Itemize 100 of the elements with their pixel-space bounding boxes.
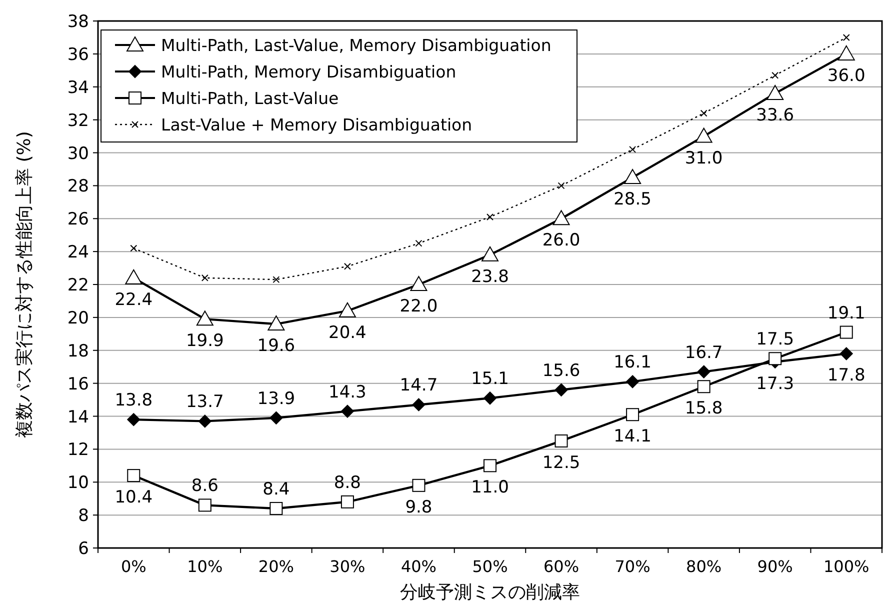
data-label: 36.0 — [827, 66, 866, 86]
data-label: 14.1 — [614, 426, 652, 447]
data-label: 16.1 — [614, 352, 652, 373]
y-tick-label: 20 — [67, 308, 89, 328]
point — [697, 380, 710, 394]
point — [554, 434, 568, 448]
point — [130, 244, 138, 252]
point — [272, 276, 280, 284]
data-label: 14.7 — [400, 376, 438, 396]
point — [196, 310, 214, 326]
y-tick-label: 38 — [67, 12, 89, 32]
point — [558, 182, 565, 190]
x-tick-label: 20% — [258, 557, 294, 576]
point — [410, 276, 428, 291]
point — [629, 146, 636, 153]
point — [412, 478, 426, 492]
y-tick-label: 34 — [67, 78, 89, 98]
data-label: 13.8 — [114, 390, 153, 411]
x-tick-label: 100% — [823, 557, 870, 576]
x-tick-label: 70% — [614, 557, 650, 576]
data-label: 22.4 — [114, 290, 153, 310]
legend-label: Multi-Path, Last-Value — [161, 89, 339, 108]
data-label: 13.9 — [257, 388, 296, 409]
data-label: 13.7 — [186, 392, 224, 412]
point — [838, 45, 855, 60]
x-tick-label: 80% — [686, 557, 722, 576]
y-tick-label: 6 — [78, 539, 89, 559]
data-label: 19.1 — [827, 303, 866, 324]
data-label: 10.4 — [114, 488, 153, 508]
x-tick-label: 90% — [757, 557, 793, 576]
point — [695, 128, 712, 143]
y-tick-label: 26 — [67, 210, 89, 230]
x-tick-label: 30% — [330, 557, 366, 576]
y-tick-label: 30 — [67, 144, 89, 164]
point — [201, 274, 208, 282]
x-tick-label: 50% — [472, 557, 508, 576]
data-label: 19.6 — [257, 336, 296, 356]
data-label: 15.1 — [471, 369, 509, 390]
y-axis-title: 複数パス実行に対する性能向上率 (%) — [14, 131, 35, 438]
data-label: 11.0 — [471, 478, 509, 498]
data-label: 19.9 — [186, 331, 224, 352]
y-tick-label: 18 — [67, 341, 89, 362]
point — [552, 210, 570, 226]
point — [486, 213, 494, 220]
point — [624, 168, 642, 184]
point — [415, 240, 422, 247]
point — [840, 326, 853, 339]
point — [338, 302, 356, 318]
data-label: 31.0 — [684, 148, 723, 168]
point — [127, 469, 140, 482]
point — [768, 352, 782, 366]
point — [340, 495, 354, 508]
data-label: 28.5 — [614, 189, 652, 210]
data-label: 22.0 — [400, 296, 438, 316]
data-label: 12.5 — [542, 452, 580, 473]
data-label: 23.8 — [471, 266, 509, 287]
data-label: 8.4 — [262, 479, 290, 500]
y-tick-label: 28 — [67, 176, 89, 197]
point — [270, 502, 283, 515]
point — [344, 262, 351, 270]
point — [697, 365, 710, 378]
y-tick-label: 14 — [67, 407, 89, 428]
point — [766, 84, 784, 100]
point — [198, 498, 212, 512]
legend-label: Last-Value + Memory Disambiguation — [161, 116, 472, 134]
point — [125, 269, 142, 284]
y-tick-label: 8 — [78, 506, 89, 526]
data-label: 26.0 — [542, 230, 580, 251]
y-tick-label: 22 — [67, 276, 89, 296]
point — [412, 398, 426, 412]
data-label: 14.3 — [328, 382, 366, 402]
point — [840, 347, 853, 360]
y-tick-label: 32 — [67, 110, 89, 131]
data-label: 15.8 — [684, 398, 723, 419]
data-label: 33.6 — [756, 105, 794, 126]
point — [554, 383, 568, 396]
point — [484, 459, 496, 472]
legend-label: Multi-Path, Memory Disambiguation — [161, 62, 456, 82]
point — [842, 34, 850, 41]
y-tick-label: 12 — [67, 440, 89, 460]
point — [127, 413, 140, 426]
y-tick-label: 16 — [67, 374, 89, 394]
data-label: 8.6 — [191, 476, 218, 496]
point — [482, 246, 498, 262]
data-label: 16.7 — [684, 342, 723, 363]
x-axis-title: 分岐予測ミスの削減率 — [400, 582, 580, 603]
data-label: 20.4 — [328, 322, 366, 343]
point — [270, 411, 283, 424]
y-tick-label: 24 — [67, 242, 89, 263]
y-tick-label: 10 — [67, 473, 89, 494]
point — [198, 414, 212, 428]
point — [772, 72, 779, 79]
data-label: 17.5 — [756, 330, 794, 350]
data-label: 8.8 — [334, 472, 361, 493]
x-tick-label: 10% — [187, 557, 223, 576]
point — [626, 375, 640, 388]
data-label: 17.8 — [827, 366, 866, 386]
point — [484, 392, 496, 405]
point — [700, 110, 708, 117]
legend-label: Multi-Path, Last-Value, Memory Disambiguation — [161, 36, 552, 55]
